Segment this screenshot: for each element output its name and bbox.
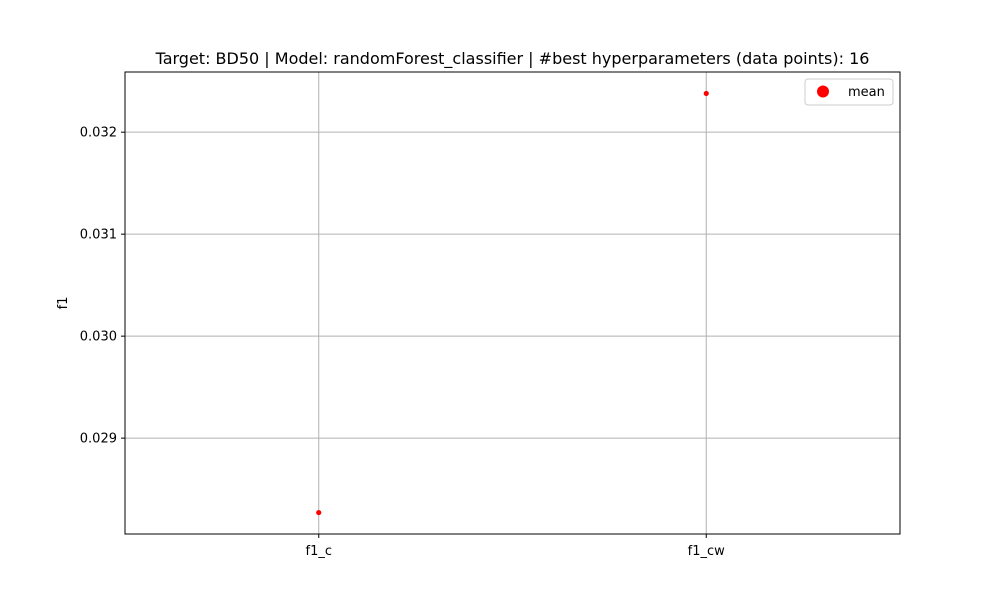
x-tick-label: f1_cw (688, 544, 725, 559)
y-tick-label: 0.031 (80, 228, 117, 243)
plot-frame-border (124, 71, 901, 535)
y-tick-label: 0.032 (80, 126, 117, 141)
y-tick-label: 0.029 (80, 432, 117, 447)
legend: mean (804, 78, 894, 106)
legend-label-mean: mean (848, 85, 885, 100)
legend-box (804, 78, 894, 106)
x-tick-label: f1_c (306, 544, 333, 559)
legend-marker-mean (817, 85, 829, 98)
y-axis-label: f1 (56, 297, 71, 310)
series-mean-points (316, 90, 709, 516)
y-tick-label: 0.030 (80, 330, 117, 345)
data-point-mean (316, 509, 322, 516)
chart-title: Target: BD50 | Model: randomForest_class… (155, 49, 870, 69)
data-point-mean (703, 90, 709, 97)
y-axis: 0.029 0.030 0.031 0.032 (80, 126, 125, 447)
plot-area (124, 71, 901, 535)
x-axis: f1_c f1_cw (306, 534, 725, 559)
grid-lines (125, 72, 900, 534)
